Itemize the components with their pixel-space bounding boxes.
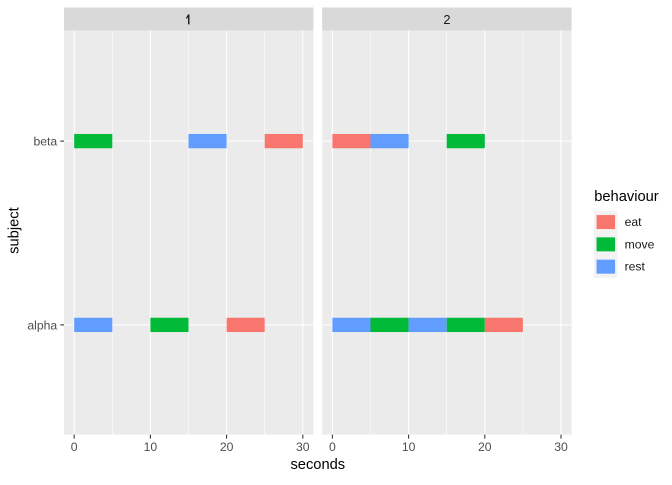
svg-text:30: 30 (554, 440, 568, 454)
svg-text:20: 20 (220, 440, 234, 454)
svg-text:0: 0 (329, 440, 336, 454)
svg-text:10: 10 (402, 440, 416, 454)
svg-text:behaviour: behaviour (594, 189, 659, 205)
svg-text:alpha: alpha (27, 319, 57, 333)
svg-text:move: move (625, 237, 655, 251)
svg-text:eat: eat (625, 215, 643, 229)
svg-text:20: 20 (478, 440, 492, 454)
svg-text:30: 30 (296, 440, 310, 454)
svg-text:2: 2 (443, 12, 450, 27)
svg-text:beta: beta (33, 135, 57, 149)
svg-text:subject: subject (6, 207, 22, 254)
svg-text:seconds: seconds (290, 457, 345, 473)
svg-text:10: 10 (144, 440, 158, 454)
svg-text:0: 0 (71, 440, 78, 454)
svg-text:rest: rest (625, 260, 646, 274)
